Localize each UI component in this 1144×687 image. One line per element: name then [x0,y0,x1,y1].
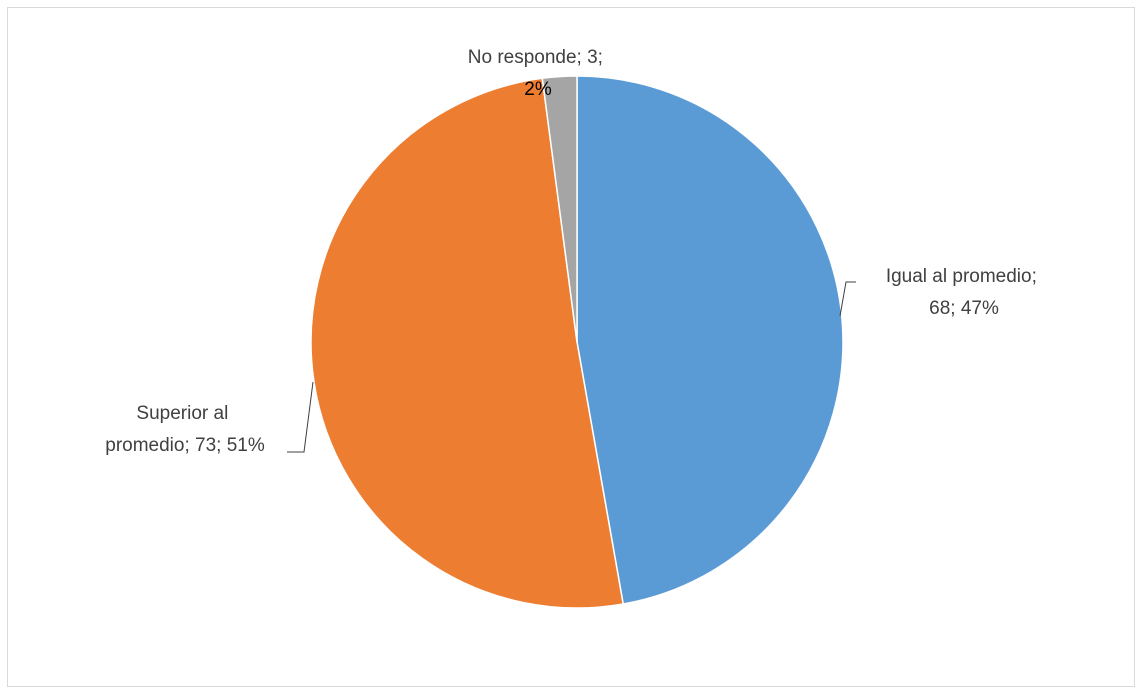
data-label-igual: Igual al promedio; 68; 47% [886,266,1042,319]
pie-slice-igual [576,75,844,605]
leader-line-igual [839,281,856,317]
pie-slice-superior [310,77,625,609]
pie-slice-no-responde [541,75,578,343]
pie-slices [310,75,844,609]
leader-line-superior [287,381,314,453]
data-label-superior: Superior al promedio; 73; 51% [105,403,265,456]
data-labels: Igual al promedio; 68; 47% Superior al p… [105,47,1042,456]
data-label-no-responde: No responde; 3; 2% [468,47,608,100]
leader-lines [287,281,856,453]
